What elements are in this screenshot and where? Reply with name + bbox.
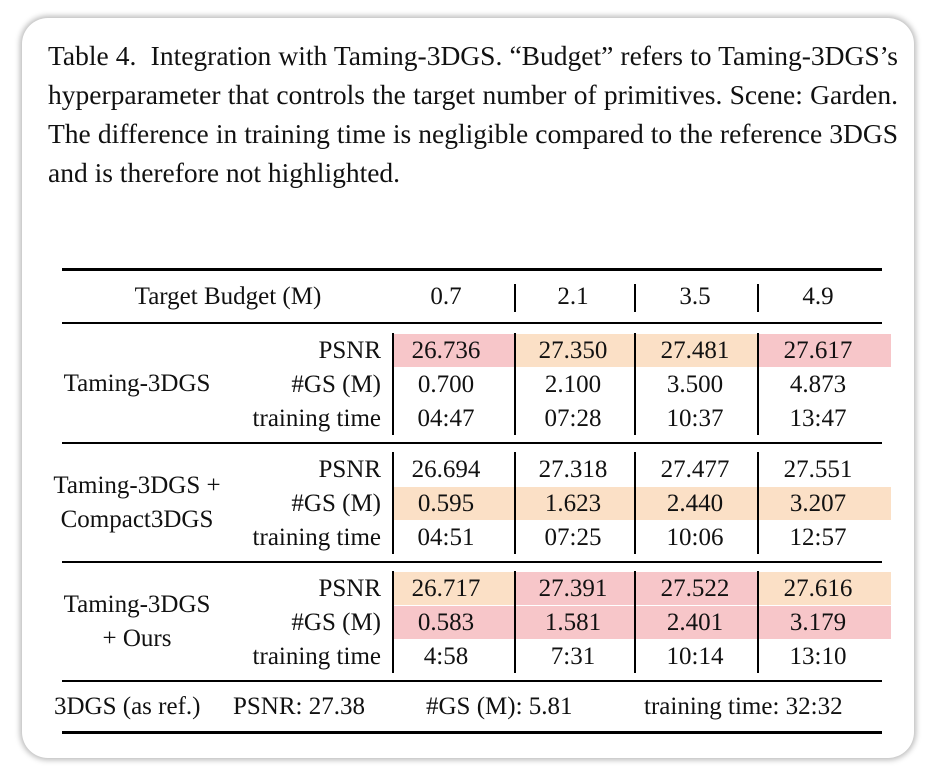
table-cell: 27.616 <box>783 575 853 602</box>
metric-label: PSNR <box>318 575 381 602</box>
highlight-cell <box>758 334 891 367</box>
metric-label: training time <box>252 643 381 670</box>
table-cell: 4.873 <box>789 371 847 398</box>
table-cell: 07:28 <box>544 405 602 432</box>
table-cell: 27.551 <box>783 456 853 483</box>
highlight-cell <box>393 606 515 639</box>
highlight-cell <box>635 606 758 639</box>
column-separator <box>392 571 394 673</box>
table-cell: 13:10 <box>789 643 847 670</box>
highlight-cell <box>393 487 515 520</box>
table-cell: 27.522 <box>660 575 730 602</box>
metric-label: #GS (M) <box>291 371 381 398</box>
highlight-cell <box>635 572 758 605</box>
group-rule <box>62 561 882 563</box>
reference-psnr: PSNR: 27.38 <box>233 693 365 720</box>
highlight-cell <box>515 334 635 367</box>
method-label: + Ours <box>102 625 172 652</box>
header-budget: 0.7 <box>430 283 462 310</box>
group-rule <box>62 442 882 444</box>
group-rule <box>62 680 882 682</box>
metric-label: training time <box>252 405 381 432</box>
highlight-cell <box>515 572 635 605</box>
table-cell: 27.318 <box>538 456 608 483</box>
highlight-cell <box>515 606 635 639</box>
metric-label: #GS (M) <box>291 490 381 517</box>
table-cell: 10:14 <box>666 643 724 670</box>
table-cell: 3.179 <box>789 609 847 636</box>
metric-label: training time <box>252 524 381 551</box>
table-cell: 27.350 <box>538 337 608 364</box>
method-label: Taming-3DGS <box>63 591 211 618</box>
highlight-cell <box>635 334 758 367</box>
highlight-cell <box>393 334 515 367</box>
table-cell: 10:06 <box>666 524 724 551</box>
table-cell: 13:47 <box>789 405 847 432</box>
metric-label: PSNR <box>318 337 381 364</box>
column-separator <box>757 571 759 673</box>
highlight-cell <box>393 572 515 605</box>
table-cell: 7:31 <box>550 643 596 670</box>
column-separator <box>514 452 516 554</box>
table-cell: 12:57 <box>789 524 847 551</box>
method-label: Taming-3DGS <box>63 370 211 397</box>
header-budget: 3.5 <box>679 283 711 310</box>
table-cell: 26.694 <box>411 456 481 483</box>
highlight-cell <box>515 487 635 520</box>
header-separator <box>757 284 759 312</box>
table-cell: 0.700 <box>417 371 475 398</box>
reference-time: training time: 32:32 <box>644 693 843 720</box>
header-label: Target Budget (M) <box>134 283 322 310</box>
table-cell: 3.207 <box>789 490 847 517</box>
caption-text: Integration with Taming-3DGS. “Budget” r… <box>48 40 905 188</box>
highlight-cell <box>635 487 758 520</box>
table-cell: 04:47 <box>417 405 475 432</box>
column-separator <box>757 452 759 554</box>
table-cell: 10:37 <box>666 405 724 432</box>
metric-label: PSNR <box>318 456 381 483</box>
table-cell: 0.583 <box>417 609 475 636</box>
header-rule <box>62 322 882 324</box>
reference-gs: #GS (M): 5.81 <box>426 693 573 720</box>
highlight-cell <box>758 572 891 605</box>
table-cell: 27.481 <box>660 337 730 364</box>
method-label: Compact3DGS <box>60 506 214 533</box>
table-cell: 3.500 <box>666 371 724 398</box>
method-label: Taming-3DGS + <box>53 472 221 499</box>
table-cell: 0.595 <box>417 490 475 517</box>
table-cell: 07:25 <box>544 524 602 551</box>
table-cell: 4:58 <box>423 643 469 670</box>
table-cell: 2.440 <box>666 490 724 517</box>
table-cell: 2.401 <box>666 609 724 636</box>
table-cell: 27.391 <box>538 575 608 602</box>
metric-label: #GS (M) <box>291 609 381 636</box>
header-separator <box>634 284 636 312</box>
bottom-rule <box>62 731 882 734</box>
table-cell: 1.581 <box>544 609 602 636</box>
top-rule <box>62 268 882 271</box>
table-cell: 27.477 <box>660 456 730 483</box>
column-separator <box>392 452 394 554</box>
header-separator <box>514 284 516 312</box>
highlight-cell <box>758 606 891 639</box>
column-separator <box>634 452 636 554</box>
table-cell: 2.100 <box>544 371 602 398</box>
reference-label: 3DGS (as ref.) <box>54 693 201 720</box>
table-cell: 04:51 <box>417 524 475 551</box>
table-cell: 26.717 <box>411 575 481 602</box>
table-cell: 26.736 <box>411 337 481 364</box>
column-separator <box>634 571 636 673</box>
highlight-cell <box>758 487 891 520</box>
column-separator <box>634 333 636 435</box>
column-separator <box>514 333 516 435</box>
column-separator <box>757 333 759 435</box>
table-caption: Table 4. Integration with Taming-3DGS. “… <box>48 36 898 192</box>
column-separator <box>514 571 516 673</box>
column-separator <box>392 333 394 435</box>
header-budget: 4.9 <box>802 283 834 310</box>
table-cell: 1.623 <box>544 490 602 517</box>
header-budget: 2.1 <box>557 283 589 310</box>
caption-label: Table 4. <box>48 40 137 71</box>
table-cell: 27.617 <box>783 337 853 364</box>
